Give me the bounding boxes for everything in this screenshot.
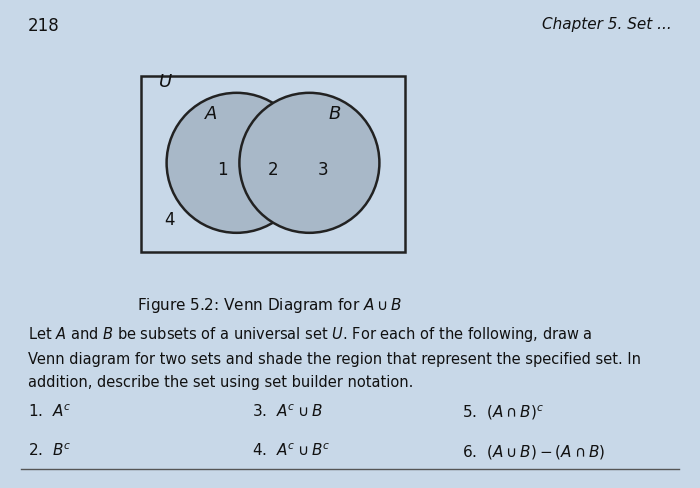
Circle shape xyxy=(167,94,307,233)
Text: 2: 2 xyxy=(267,161,279,179)
Text: $B$: $B$ xyxy=(328,105,341,123)
Text: 2.  $B^c$: 2. $B^c$ xyxy=(28,442,71,458)
Text: 3.  $A^c \cup B$: 3. $A^c \cup B$ xyxy=(252,403,323,419)
Text: 1.  $A^c$: 1. $A^c$ xyxy=(28,403,71,419)
Text: 4.  $A^c \cup B^c$: 4. $A^c \cup B^c$ xyxy=(252,442,330,458)
Text: $A$: $A$ xyxy=(204,105,218,123)
Text: 4: 4 xyxy=(164,211,174,229)
Text: 218: 218 xyxy=(28,17,60,35)
Text: Figure 5.2: Venn Diagram for $A \cup B$: Figure 5.2: Venn Diagram for $A \cup B$ xyxy=(136,295,402,314)
Text: Let $A$ and $B$ be subsets of a universal set $U$. For each of the following, dr: Let $A$ and $B$ be subsets of a universa… xyxy=(28,325,641,389)
Text: $U$: $U$ xyxy=(158,72,173,90)
Text: 1: 1 xyxy=(217,161,228,179)
Text: Chapter 5. Set ...: Chapter 5. Set ... xyxy=(542,17,672,32)
Text: 5.  $(A \cap B)^c$: 5. $(A \cap B)^c$ xyxy=(462,403,544,421)
Text: 6.  $(A \cup B)-(A \cap B)$: 6. $(A \cup B)-(A \cap B)$ xyxy=(462,442,606,460)
Bar xyxy=(141,77,405,253)
Text: 3: 3 xyxy=(318,161,329,179)
Circle shape xyxy=(239,94,379,233)
